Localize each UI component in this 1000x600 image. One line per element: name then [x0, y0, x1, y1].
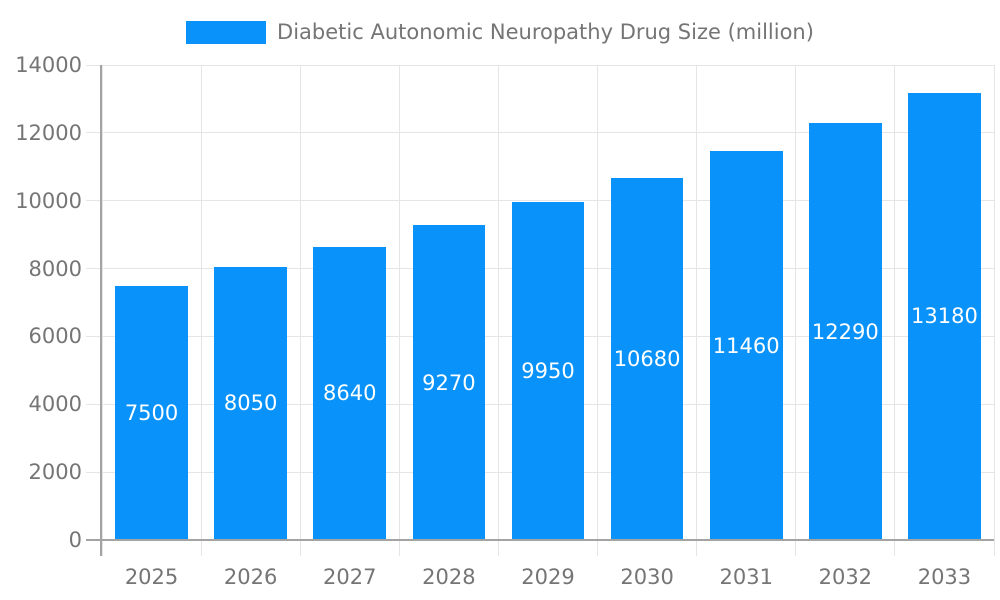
y-gridline [86, 64, 994, 66]
x-axis-tick-label: 2032 [818, 565, 873, 589]
bar: 7500 [115, 285, 188, 540]
bar: 11460 [709, 151, 783, 540]
x-axis-tick-label: 2033 [917, 565, 972, 589]
x-axis-tick-label: 2025 [124, 565, 179, 589]
x-gridline [200, 65, 202, 556]
bar-value-label: 11460 [712, 333, 780, 358]
bar: 13180 [908, 92, 981, 540]
y-axis-tick-label: 14000 [15, 53, 82, 77]
x-axis-tick-label: 2030 [620, 565, 674, 589]
bar: 8640 [313, 246, 387, 540]
y-axis-tick-label: 2000 [28, 460, 82, 485]
x-gridline [696, 65, 698, 556]
x-gridline [894, 65, 896, 556]
bar-value-label: 8050 [223, 391, 278, 416]
x-gridline [993, 65, 995, 556]
x-axis-tick-label: 2027 [323, 565, 377, 589]
y-axis-tick-label: 12000 [15, 120, 82, 145]
x-gridline [497, 65, 499, 556]
x-axis-line [86, 539, 994, 541]
x-gridline [299, 65, 301, 556]
x-gridline [101, 65, 103, 556]
bar-value-label: 12290 [811, 319, 879, 344]
x-axis-tick-label: 2029 [521, 565, 575, 589]
x-gridline [795, 65, 797, 556]
bar-value-label: 8640 [323, 381, 377, 406]
x-axis-tick-label: 2028 [422, 565, 476, 589]
bar: 10680 [610, 177, 684, 540]
bar-value-label: 13180 [911, 304, 978, 329]
y-gridline [86, 200, 994, 202]
bar-value-label: 9950 [521, 359, 575, 384]
bar-value-label: 9270 [422, 370, 476, 395]
bar: 9950 [511, 202, 585, 540]
x-gridline [398, 65, 400, 556]
x-axis-tick-label: 2026 [223, 565, 278, 589]
bar: 12290 [809, 123, 882, 540]
bar: 8050 [214, 266, 287, 540]
legend-swatch-icon[interactable] [186, 20, 267, 44]
y-axis-tick-label: 6000 [28, 324, 82, 349]
bar-value-label: 10680 [613, 346, 681, 371]
y-axis-tick-label: 4000 [28, 392, 82, 417]
bar: 9270 [412, 225, 486, 540]
bar-value-label: 7500 [124, 400, 179, 425]
y-gridline [86, 132, 994, 134]
y-axis-line [100, 65, 102, 556]
y-axis-tick-label: 8000 [28, 256, 82, 281]
x-gridline [597, 65, 599, 556]
legend-label[interactable]: Diabetic Autonomic Neuropathy Drug Size … [277, 20, 814, 44]
chart-legend[interactable]: Diabetic Autonomic Neuropathy Drug Size … [0, 18, 1000, 46]
y-axis-tick-label: 10000 [15, 188, 82, 213]
y-axis-tick-label: 0 [68, 528, 82, 552]
x-axis-tick-label: 2031 [719, 565, 773, 589]
